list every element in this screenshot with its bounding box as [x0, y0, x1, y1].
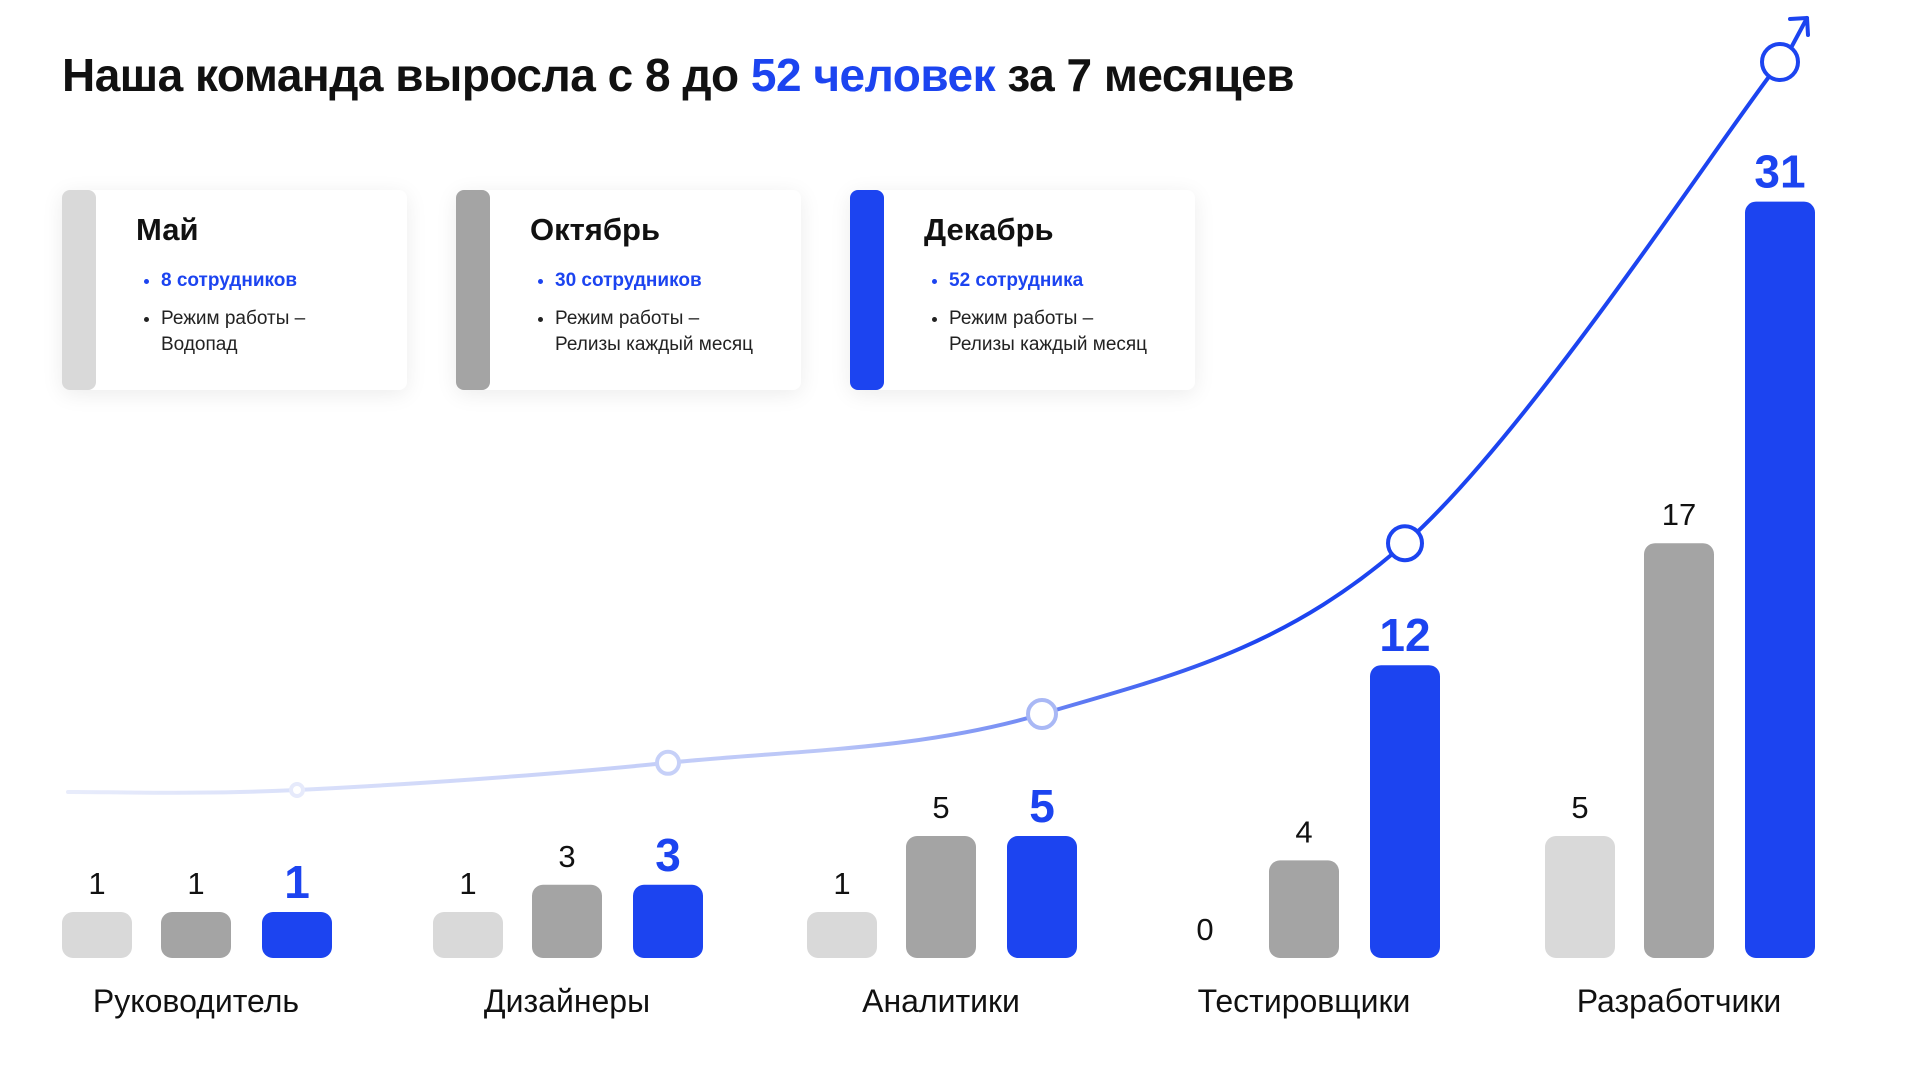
legend-swatch-october	[456, 190, 490, 390]
trend-marker-razrabotchiki	[1760, 42, 1800, 82]
value-label-dizainery-october: 3	[558, 839, 575, 874]
legend-month-may: Май	[136, 212, 199, 247]
bar-rukovoditel-december	[262, 912, 332, 958]
legend-mode-october: Режим работы – Релизы каждый месяц	[555, 306, 753, 358]
bar-razrabotchiki-may	[1545, 836, 1615, 958]
bar-dizainery-december	[633, 884, 703, 958]
bar-dizainery-may	[433, 912, 503, 958]
trend-marker-testirovshchiki	[1386, 524, 1424, 563]
legend-month-december: Декабрь	[924, 212, 1054, 247]
bar-analitiki-december	[1007, 836, 1077, 958]
bar-razrabotchiki-december	[1745, 201, 1815, 959]
bars-layer	[62, 201, 1815, 959]
legend-mode-december: Режим работы – Релизы каждый месяц	[949, 306, 1147, 358]
bar-testirovshchiki-october	[1269, 860, 1339, 958]
legend-swatch-december	[850, 190, 884, 390]
trend-marker-dizainery	[655, 749, 681, 776]
legend-card-may: Май 8 сотрудников Режим работы – Водопад	[62, 190, 407, 390]
legend-employees-december: 52 сотрудника	[949, 268, 1147, 294]
legend-mode-label-may: Режим работы –	[161, 308, 306, 329]
value-label-testirovshchiki-may: 0	[1196, 912, 1213, 947]
bar-testirovshchiki-december	[1370, 665, 1440, 958]
male-symbol-arrow-icon	[1788, 16, 1810, 48]
value-label-testirovshchiki-october: 4	[1295, 814, 1312, 849]
value-label-rukovoditel-october: 1	[187, 866, 204, 901]
chart-title: Наша команда выросла с 8 до 52 человек з…	[62, 48, 1294, 102]
legend-card-october: Октябрь 30 сотрудников Режим работы – Рел…	[456, 190, 801, 390]
trend-curve	[66, 60, 1782, 795]
legend-details-october: 30 сотрудников Режим работы – Релизы кажд…	[530, 268, 753, 370]
bar-analitiki-may	[807, 912, 877, 958]
legend-mode-value-october: Релизы каждый месяц	[555, 334, 754, 355]
legend-mode-may: Режим работы – Водопад	[161, 306, 305, 358]
legend-month-october: Октябрь	[530, 212, 661, 247]
trend-curve-layer	[66, 16, 1810, 798]
value-label-analitiki-december: 5	[1029, 780, 1055, 832]
category-label-razrabotchiki: Разработчики	[1577, 983, 1781, 1019]
title-part-2: за 7 месяцев	[995, 49, 1294, 101]
value-label-razrabotchiki-may: 5	[1571, 790, 1588, 825]
value-label-razrabotchiki-october: 17	[1662, 497, 1696, 532]
value-label-razrabotchiki-december: 31	[1754, 146, 1805, 198]
title-part-1: Наша команда выросла с 8 до	[62, 49, 751, 101]
value-label-dizainery-december: 3	[655, 829, 681, 881]
bar-rukovoditel-october	[161, 912, 231, 958]
bar-razrabotchiki-october	[1644, 543, 1714, 958]
category-label-rukovoditel: Руководитель	[93, 983, 299, 1019]
legend-swatch-may	[62, 190, 96, 390]
legend-mode-label-december: Режим работы –	[949, 308, 1094, 329]
legend-mode-label-october: Режим работы –	[555, 308, 700, 329]
value-label-dizainery-may: 1	[459, 866, 476, 901]
value-label-analitiki-may: 1	[833, 866, 850, 901]
category-label-dizainery: Дизайнеры	[484, 983, 650, 1019]
legend-employees-may: 8 сотрудников	[161, 268, 305, 294]
legend-details-december: 52 сотрудника Режим работы – Релизы кажды…	[924, 268, 1147, 370]
legend-card-december: Декабрь 52 сотрудника Режим работы – Рели…	[850, 190, 1195, 390]
category-labels-layer: Руководитель Дизайнеры Аналитики Тестировщи…	[93, 983, 1781, 1019]
bar-rukovoditel-may	[62, 912, 132, 958]
value-label-analitiki-october: 5	[932, 790, 949, 825]
legend-employees-october: 30 сотрудников	[555, 268, 753, 294]
legend-details-may: 8 сотрудников Режим работы – Водопад	[136, 268, 305, 370]
category-label-analitiki: Аналитики	[862, 983, 1020, 1019]
trend-marker-analitiki	[1026, 698, 1058, 730]
title-highlight: 52 человек	[750, 49, 996, 101]
value-label-rukovoditel-may: 1	[88, 866, 105, 901]
bar-analitiki-october	[906, 836, 976, 958]
value-label-testirovshchiki-december: 12	[1379, 609, 1430, 661]
bar-dizainery-october	[532, 884, 602, 958]
legend-mode-value-may: Водопад	[161, 334, 238, 355]
legend-mode-value-december: Релизы каждый месяц	[949, 334, 1148, 355]
trend-marker-rukovoditel	[289, 782, 305, 798]
category-label-testirovshchiki: Тестировщики	[1198, 983, 1411, 1019]
value-label-rukovoditel-december: 1	[284, 856, 310, 908]
